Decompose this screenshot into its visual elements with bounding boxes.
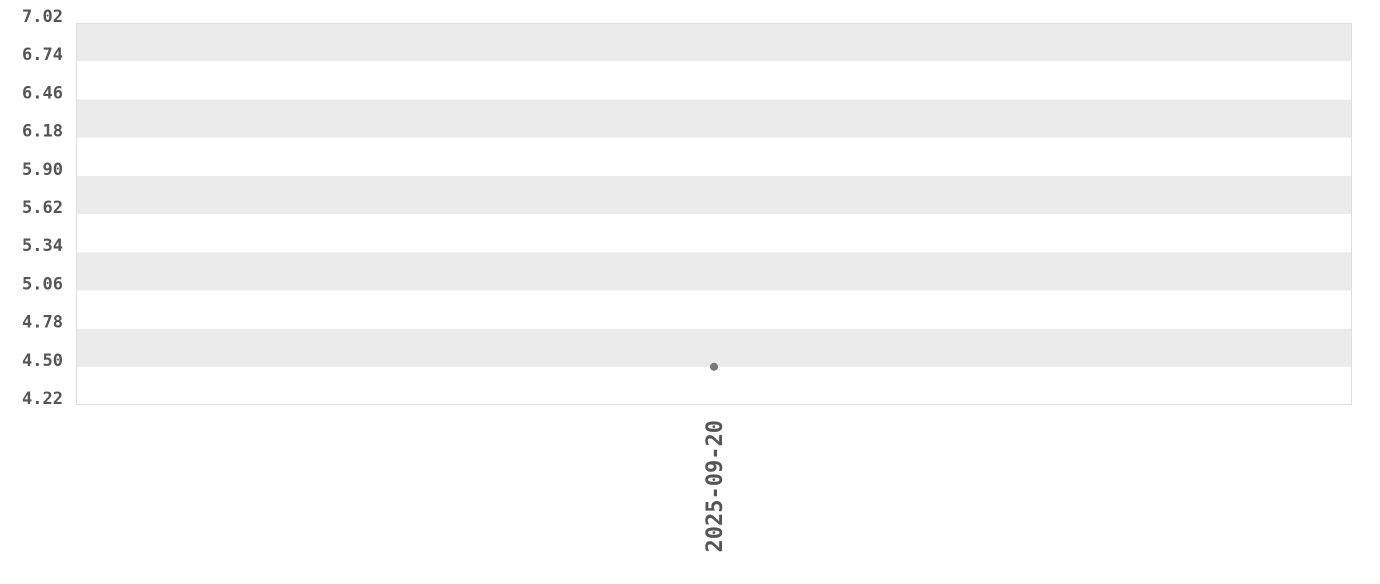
grid-band	[76, 175, 1352, 214]
y-tick-label: 6.74	[22, 45, 63, 65]
grid-band	[76, 214, 1352, 253]
grid-band	[76, 252, 1352, 291]
grid-band	[76, 61, 1352, 100]
grid-band	[76, 366, 1352, 405]
y-tick-label: 6.18	[22, 122, 63, 142]
y-tick-label: 4.78	[22, 313, 63, 333]
y-tick-label: 4.50	[22, 351, 63, 371]
plot-border	[76, 23, 1352, 405]
grid-band	[76, 23, 1352, 62]
y-tick-label: 5.06	[22, 274, 63, 294]
y-tick-label: 5.34	[22, 236, 63, 256]
y-tick-label: 5.62	[22, 198, 63, 218]
grid-band	[76, 290, 1352, 329]
x-tick-label: 2025-09-20	[703, 420, 728, 552]
grid-band	[76, 328, 1352, 367]
y-tick-label: 4.22	[22, 389, 63, 409]
grid-band	[76, 99, 1352, 138]
grid-band	[76, 137, 1352, 176]
y-tick-label: 7.02	[22, 7, 63, 27]
y-tick-label: 5.90	[22, 160, 63, 180]
data-point	[710, 362, 718, 371]
y-tick-label: 6.46	[22, 83, 63, 103]
